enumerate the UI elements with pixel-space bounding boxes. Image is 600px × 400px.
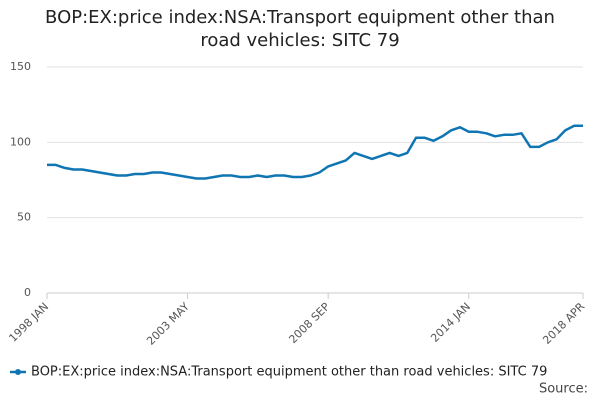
source: Source: xyxy=(539,382,588,397)
y-tick-label: 50 xyxy=(17,211,31,224)
legend-marker xyxy=(15,369,21,375)
data-line xyxy=(47,124,583,180)
legend-label: BOP:EX:price index:NSA:Transport equipme… xyxy=(31,365,547,380)
x-tick-label: 1998 JAN xyxy=(6,300,51,345)
y-tick-label: 150 xyxy=(10,60,31,73)
x-tick-label: 2003 MAY xyxy=(144,300,192,348)
chart-title: BOP:EX:price index:NSA:Transport equipme… xyxy=(45,7,555,51)
y-tick-label: 100 xyxy=(10,135,31,148)
x-tick-label: 2018 APR xyxy=(540,300,587,347)
x-tick-label: 2014 JAN xyxy=(428,300,473,345)
x-tick-label: 2008 SEP xyxy=(286,300,332,346)
y-tick-label: 0 xyxy=(24,286,31,299)
